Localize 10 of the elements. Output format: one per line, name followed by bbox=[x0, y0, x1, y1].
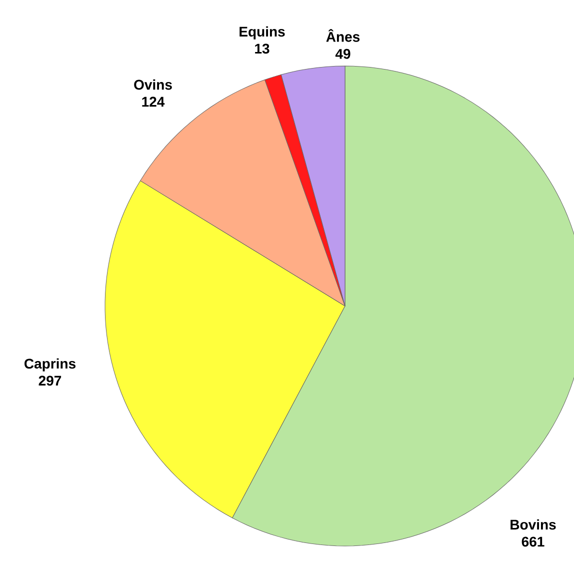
slice-label: Equins bbox=[240, 26, 285, 40]
data-label: 124 bbox=[142, 96, 165, 107]
slice-label: Ovins bbox=[134, 79, 172, 90]
data-label: 297 bbox=[38, 376, 62, 386]
data-label: 13 bbox=[255, 44, 270, 54]
slice-label: Caprins bbox=[24, 358, 76, 372]
slice-label: Bovins bbox=[510, 519, 556, 530]
data-label: 661 bbox=[522, 536, 544, 547]
slice-label: Ânes bbox=[326, 29, 360, 42]
data-label: 49 bbox=[335, 48, 350, 59]
